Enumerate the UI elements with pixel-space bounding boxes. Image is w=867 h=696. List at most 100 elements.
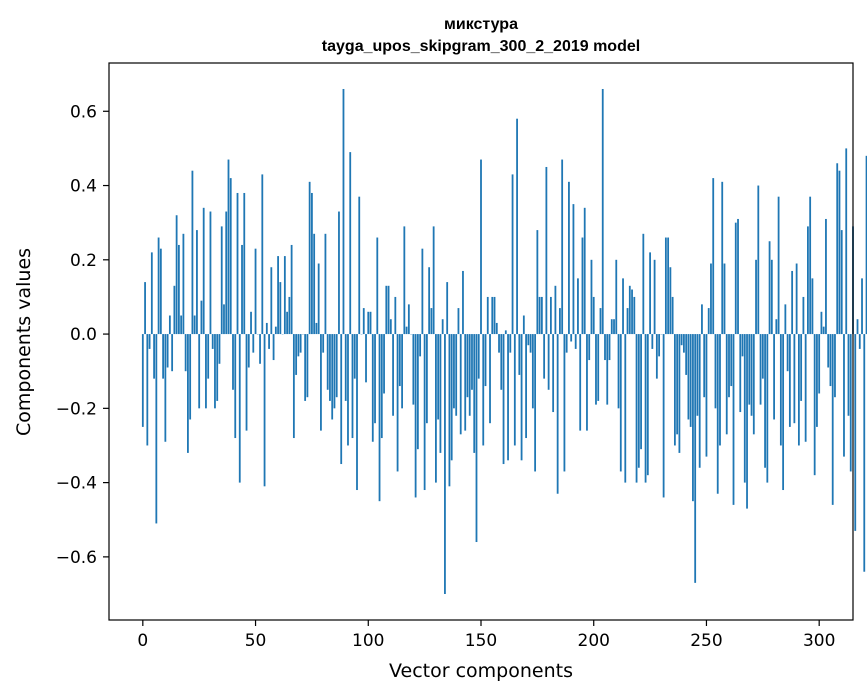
bar-290 [795, 263, 798, 335]
bar-99 [365, 334, 367, 383]
bar-43 [238, 334, 241, 483]
bar-260 [728, 334, 730, 398]
bar-271 [752, 334, 755, 435]
bar-60 [277, 256, 279, 335]
bar-50 [254, 248, 257, 335]
bar-17 [180, 315, 183, 335]
bar-16 [177, 244, 180, 335]
bar-104 [376, 237, 379, 335]
bar-312 [845, 148, 848, 335]
bar-64 [286, 311, 289, 335]
bar-23 [193, 315, 196, 335]
bar-194 [579, 334, 582, 431]
bar-24 [196, 230, 198, 335]
bar-173 [531, 334, 534, 409]
bar-164 [511, 174, 514, 335]
bar-21 [189, 334, 192, 420]
bar-123 [419, 334, 422, 357]
bar-239 [680, 334, 683, 346]
bar-208 [610, 319, 613, 335]
bar-264 [737, 218, 739, 335]
bar-49 [252, 334, 255, 353]
bar-193 [577, 278, 579, 335]
bar-178 [543, 334, 546, 379]
bar-307 [834, 334, 836, 398]
bar-2 [146, 334, 149, 446]
bar-265 [739, 334, 742, 413]
bar-59 [274, 326, 277, 335]
bar-5 [153, 334, 155, 379]
bar-86 [335, 334, 338, 398]
bar-166 [516, 118, 518, 335]
bar-222 [642, 233, 645, 335]
bar-199 [590, 259, 593, 335]
bar-245 [694, 334, 697, 583]
bar-169 [522, 315, 525, 335]
bar-311 [843, 334, 845, 457]
bar-246 [696, 334, 699, 416]
bar-301 [820, 311, 823, 335]
bar-28 [205, 334, 207, 409]
bar-6 [155, 334, 158, 524]
bar-274 [759, 334, 762, 405]
bar-240 [683, 334, 685, 353]
bar-218 [633, 296, 636, 335]
bar-227 [653, 259, 656, 335]
bar-125 [423, 334, 426, 491]
y-tick-label: 0.0 [70, 325, 97, 345]
bar-80 [322, 334, 325, 353]
bar-210 [615, 259, 618, 335]
bar-127 [428, 267, 431, 335]
bar-191 [572, 204, 575, 335]
bar-278 [768, 241, 771, 335]
bar-190 [570, 334, 573, 342]
bar-94 [353, 334, 356, 379]
bar-115 [401, 334, 403, 409]
bar-40 [232, 334, 234, 390]
y-tick-label: −0.6 [56, 548, 97, 568]
bar-31 [211, 334, 214, 349]
bar-163 [509, 334, 512, 353]
bar-36 [223, 304, 225, 335]
bar-224 [646, 334, 649, 476]
bar-289 [793, 334, 796, 424]
bar-90 [344, 334, 347, 401]
bar-113 [396, 334, 399, 472]
bar-85 [333, 334, 336, 409]
bar-306 [831, 334, 834, 505]
bar-44 [241, 244, 243, 335]
bar-295 [807, 226, 809, 335]
bar-184 [556, 334, 559, 494]
bar-9 [162, 334, 165, 379]
bar-256 [719, 334, 721, 446]
y-tick-label: 0.4 [70, 177, 97, 197]
bar-283 [779, 334, 782, 446]
bar-242 [687, 334, 690, 420]
bar-275 [761, 334, 764, 379]
bar-66 [290, 244, 293, 335]
bar-297 [811, 278, 814, 335]
bar-96 [358, 196, 361, 335]
bar-269 [748, 334, 751, 405]
bar-114 [398, 334, 401, 387]
bar-257 [721, 181, 724, 335]
bar-232 [664, 237, 667, 335]
bar-98 [362, 308, 365, 335]
y-axis-label: Components values [13, 248, 35, 436]
bar-77 [315, 322, 318, 335]
bar-225 [649, 252, 651, 335]
bar-72 [304, 334, 307, 401]
bar-255 [716, 334, 719, 494]
bar-10 [164, 334, 167, 442]
bar-134 [444, 334, 446, 594]
bar-4 [150, 252, 153, 335]
bar-228 [655, 334, 658, 379]
bar-170 [525, 334, 527, 439]
bar-106 [380, 334, 383, 439]
bar-142 [462, 270, 464, 335]
bar-270 [750, 334, 753, 416]
bar-144 [466, 334, 469, 398]
bar-303 [825, 218, 827, 335]
bar-47 [247, 334, 250, 368]
bar-197 [586, 334, 588, 431]
